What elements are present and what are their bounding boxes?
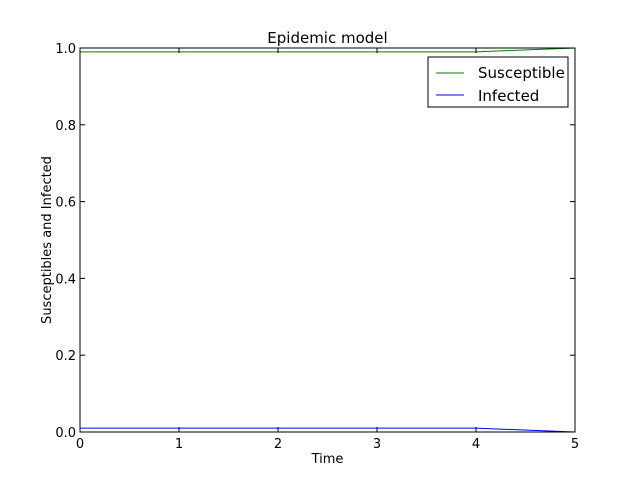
series-line-infected — [80, 427, 576, 433]
series-layer — [80, 47, 576, 433]
y-tick-label: 0.8 — [55, 119, 76, 134]
y-tick-label: 0.2 — [55, 349, 76, 364]
x-axis-title: Time — [311, 452, 344, 467]
series-line-susceptible — [80, 47, 576, 53]
y-tick-label: 0.4 — [55, 272, 76, 287]
legend-label-susceptible: Susceptible — [478, 64, 565, 82]
y-axis-title: Susceptibles and Infected — [40, 156, 55, 324]
legend-label-infected: Infected — [478, 87, 539, 105]
legend-box — [427, 56, 569, 108]
x-tick-label: 3 — [373, 437, 381, 452]
chart-title: Epidemic model — [267, 29, 387, 47]
x-tick-label: 1 — [175, 437, 183, 452]
plot-area — [80, 48, 575, 432]
x-tick-label: 2 — [274, 437, 282, 452]
y-tick-label: 0.6 — [55, 196, 76, 211]
tick-label-layer: 0 1 2 3 4 5 0.0 0.2 0.4 0.6 0.8 1.0 — [55, 42, 579, 452]
x-tick-label: 5 — [571, 437, 579, 452]
x-tick-label: 4 — [472, 437, 480, 452]
y-tick-label: 0.0 — [55, 426, 76, 441]
y-tick-label: 1.0 — [55, 42, 76, 57]
plot-frame — [79, 47, 576, 433]
legend: Susceptible Infected — [427, 56, 569, 108]
x-tick-label: 0 — [76, 437, 84, 452]
